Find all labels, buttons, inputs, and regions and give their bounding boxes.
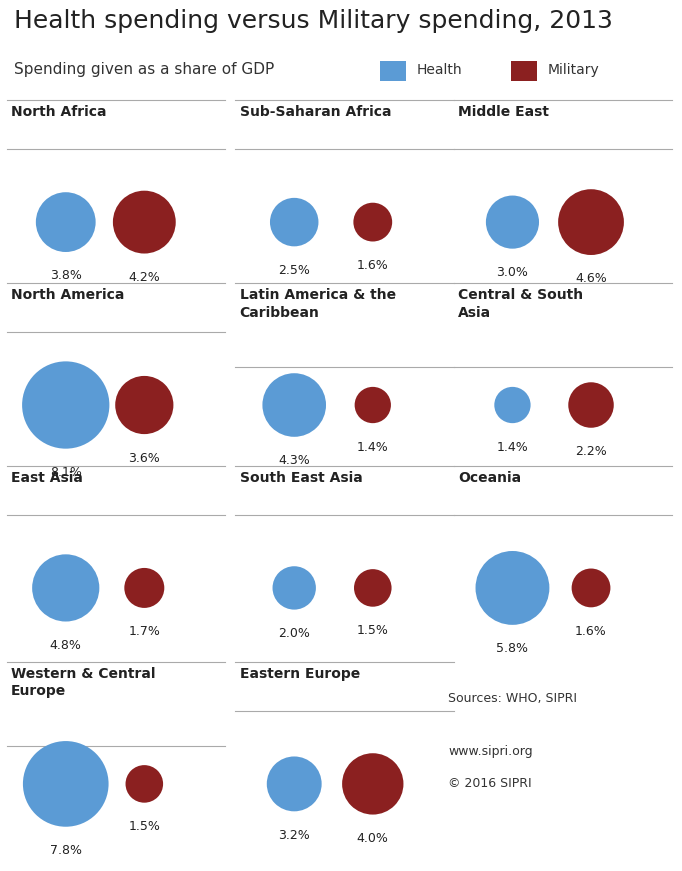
Text: Eastern Europe: Eastern Europe: [239, 667, 360, 681]
Ellipse shape: [353, 203, 392, 241]
Ellipse shape: [270, 198, 318, 246]
Text: 8.1%: 8.1%: [50, 466, 82, 479]
Text: Health spending versus Military spending, 2013: Health spending versus Military spending…: [14, 9, 612, 33]
Text: 1.6%: 1.6%: [575, 625, 607, 638]
Ellipse shape: [113, 191, 176, 253]
Ellipse shape: [355, 387, 391, 423]
Text: www.sipri.org: www.sipri.org: [449, 746, 533, 759]
Text: Western & Central
Europe: Western & Central Europe: [11, 667, 155, 699]
Text: North America: North America: [11, 288, 125, 302]
Ellipse shape: [486, 196, 539, 248]
Ellipse shape: [32, 554, 100, 622]
Text: 4.3%: 4.3%: [278, 455, 310, 467]
Ellipse shape: [124, 568, 164, 608]
Text: 3.2%: 3.2%: [278, 828, 310, 841]
Ellipse shape: [267, 757, 322, 811]
Ellipse shape: [572, 569, 610, 607]
Text: Oceania: Oceania: [458, 471, 521, 485]
Text: 4.6%: 4.6%: [575, 273, 607, 286]
Text: North Africa: North Africa: [11, 105, 106, 119]
Text: Spending given as a share of GDP: Spending given as a share of GDP: [14, 62, 274, 77]
Ellipse shape: [263, 373, 326, 437]
Text: 3.0%: 3.0%: [496, 266, 529, 279]
Text: 2.5%: 2.5%: [278, 264, 310, 277]
Ellipse shape: [475, 551, 550, 625]
Text: © 2016 SIPRI: © 2016 SIPRI: [449, 777, 532, 790]
Ellipse shape: [273, 566, 316, 610]
Ellipse shape: [115, 376, 173, 434]
Text: Health: Health: [416, 63, 462, 77]
Ellipse shape: [354, 569, 391, 607]
Ellipse shape: [36, 192, 95, 252]
FancyBboxPatch shape: [512, 61, 537, 81]
Text: sipri: sipri: [574, 779, 626, 798]
Ellipse shape: [125, 765, 163, 803]
FancyBboxPatch shape: [381, 61, 406, 81]
Text: Sub-Saharan Africa: Sub-Saharan Africa: [239, 105, 391, 119]
Text: 3.6%: 3.6%: [128, 451, 160, 464]
Text: 1.7%: 1.7%: [128, 625, 160, 638]
Text: 7.8%: 7.8%: [50, 844, 82, 857]
Text: Latin America & the
Caribbean: Latin America & the Caribbean: [239, 288, 396, 320]
Text: 4.2%: 4.2%: [128, 271, 160, 284]
Ellipse shape: [558, 189, 624, 255]
Text: 1.4%: 1.4%: [496, 441, 529, 454]
Text: 1.5%: 1.5%: [128, 820, 160, 833]
Text: 3.8%: 3.8%: [50, 269, 82, 282]
Text: Central & South
Asia: Central & South Asia: [458, 288, 583, 320]
Text: 2.2%: 2.2%: [575, 445, 607, 458]
Text: Military: Military: [547, 63, 599, 77]
Ellipse shape: [494, 387, 531, 423]
Ellipse shape: [23, 741, 108, 827]
Text: 4.8%: 4.8%: [50, 639, 82, 652]
Text: 4.0%: 4.0%: [357, 832, 389, 845]
Text: East Asia: East Asia: [11, 471, 83, 485]
Text: 1.6%: 1.6%: [357, 259, 389, 272]
Ellipse shape: [568, 382, 614, 428]
Text: 2.0%: 2.0%: [278, 627, 310, 640]
Text: South East Asia: South East Asia: [239, 471, 362, 485]
Ellipse shape: [342, 753, 404, 814]
Ellipse shape: [22, 361, 109, 449]
Text: 1.4%: 1.4%: [357, 441, 389, 454]
Text: Sources: WHO, SIPRI: Sources: WHO, SIPRI: [449, 692, 578, 705]
Text: 5.8%: 5.8%: [496, 642, 529, 655]
Text: Middle East: Middle East: [458, 105, 549, 119]
Text: 1.5%: 1.5%: [357, 625, 389, 637]
